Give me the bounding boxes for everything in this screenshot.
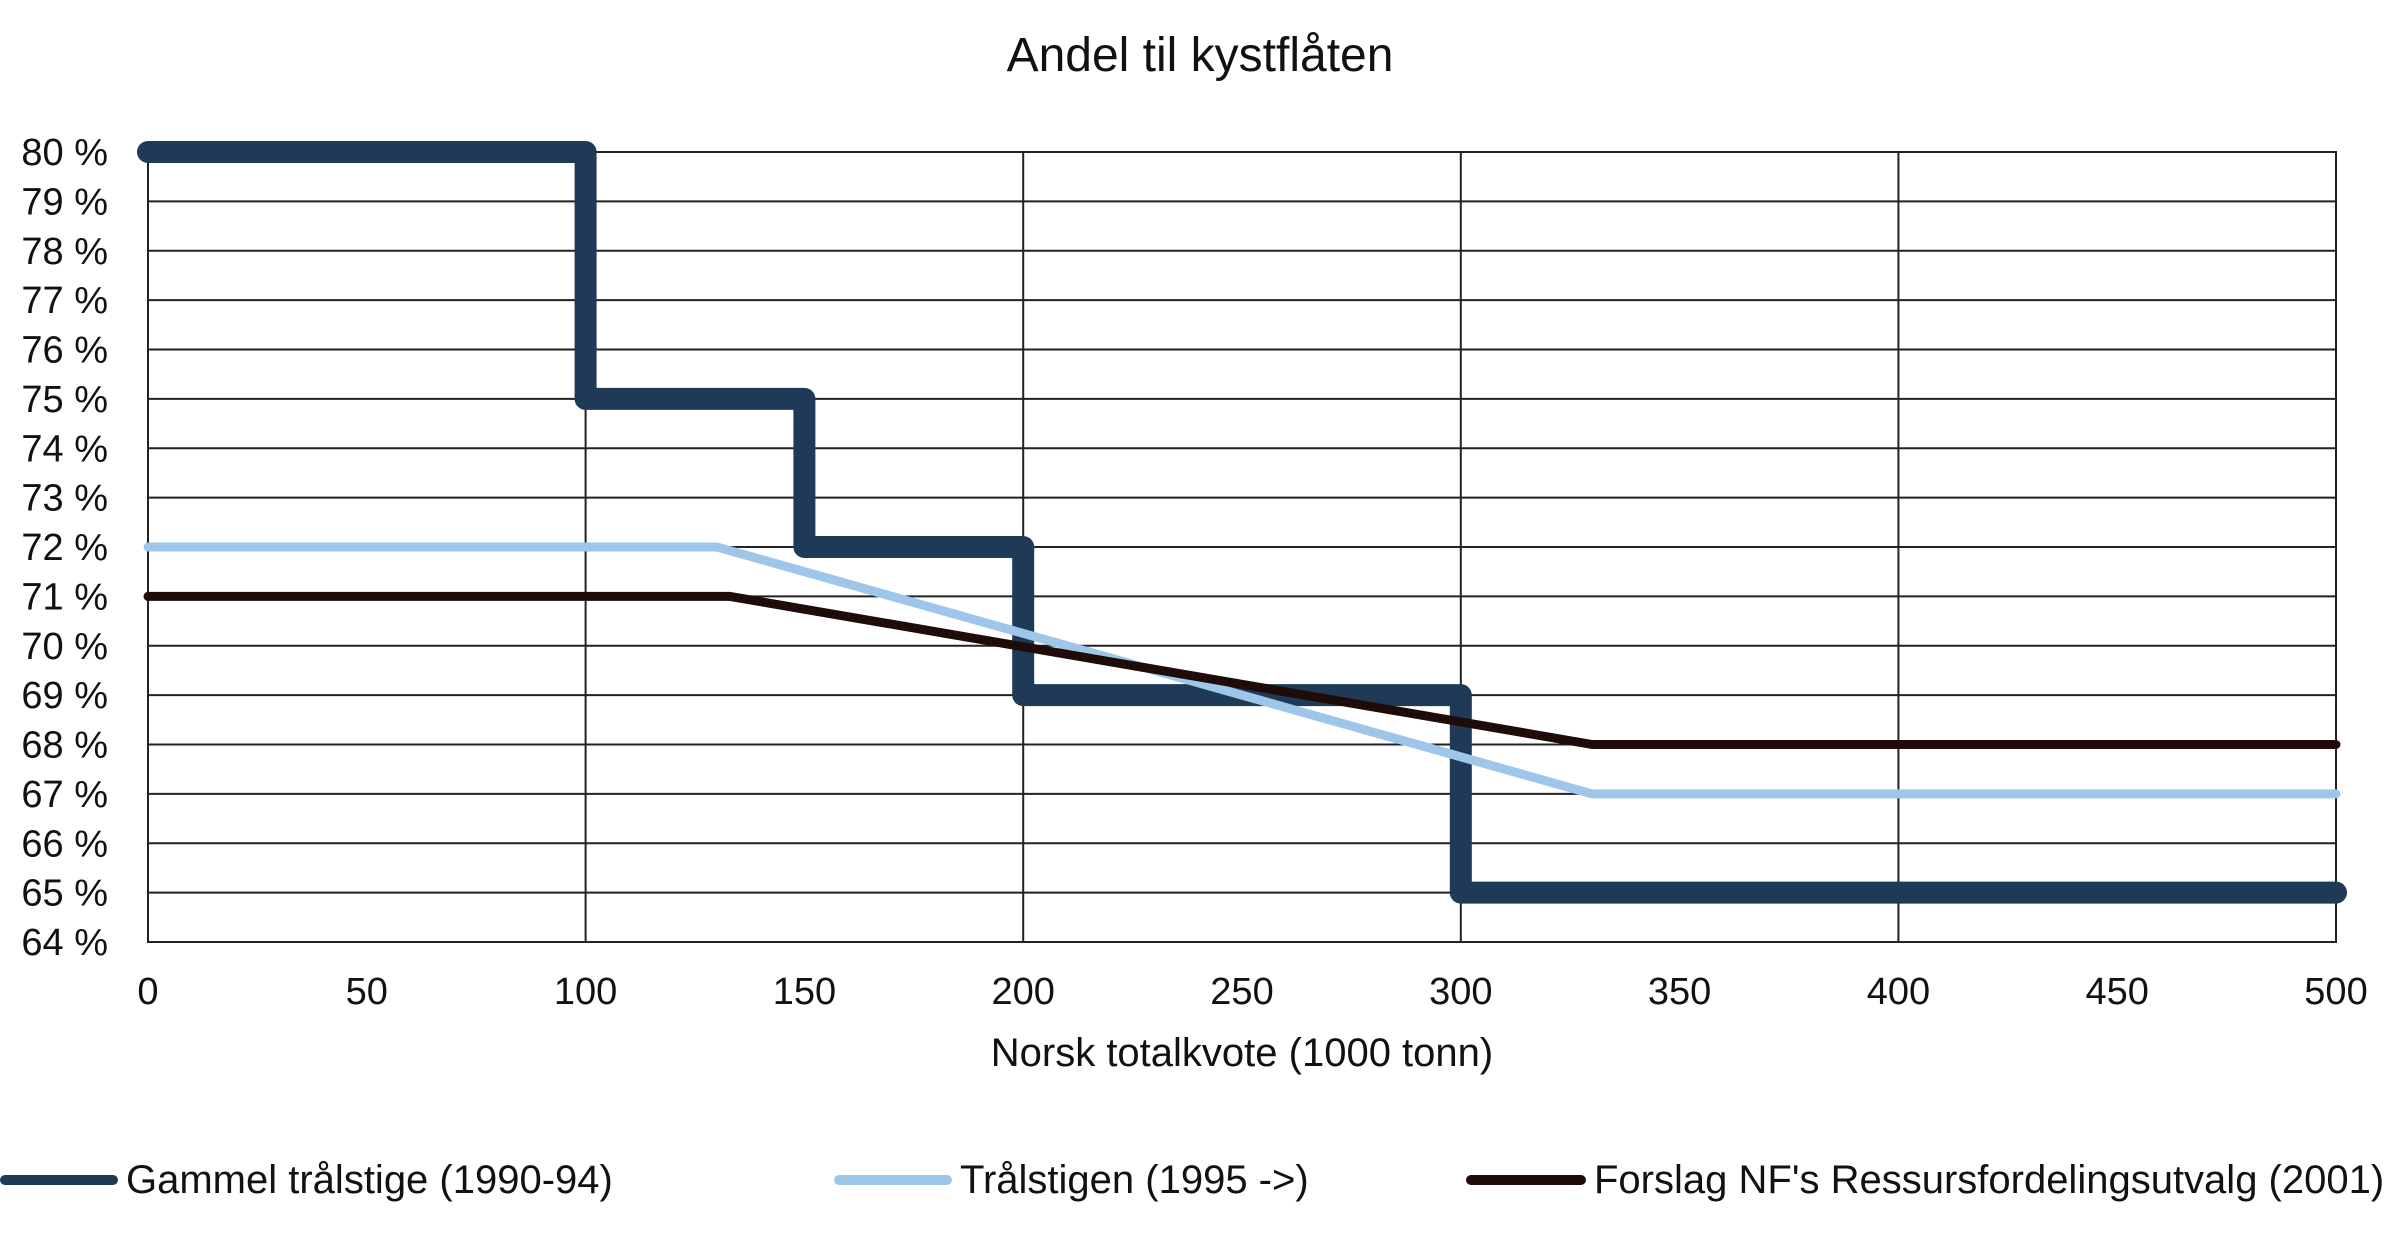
x-tick-label: 500: [2304, 971, 2367, 1013]
y-tick-label: 78 %: [21, 231, 108, 273]
y-tick-label: 74 %: [21, 428, 108, 470]
y-tick-label: 65 %: [21, 873, 108, 915]
series-line-2: [143, 542, 2341, 799]
x-tick-label: 400: [1867, 971, 1930, 1013]
y-tick-label: 66 %: [21, 823, 108, 865]
x-tick-label: 200: [991, 971, 1054, 1013]
y-tick-label: 77 %: [21, 280, 108, 322]
legend-item: Gammel trålstige (1990-94): [0, 1140, 613, 1220]
y-tick-label: 71 %: [21, 576, 108, 618]
legend-label: Trålstigen (1995 ->): [960, 1157, 1309, 1202]
legend: Gammel trålstige (1990-94) Trålstigen (19…: [0, 1140, 2400, 1220]
legend-item: Trålstigen (1995 ->): [834, 1140, 1309, 1220]
y-tick-label: 67 %: [21, 774, 108, 816]
series-line-3: [143, 591, 2341, 749]
y-tick-label: 68 %: [21, 725, 108, 767]
x-tick-label: 0: [137, 971, 158, 1013]
x-tick-label: 150: [773, 971, 836, 1013]
legend-swatch: [1466, 1175, 1586, 1185]
y-tick-label: 75 %: [21, 379, 108, 421]
legend-swatch: [0, 1175, 118, 1185]
series-line-1: [137, 141, 2347, 904]
x-axis-label: Norsk totalkvote (1000 tonn): [991, 1031, 1493, 1075]
x-tick-label: 100: [554, 971, 617, 1013]
x-tick-label: 250: [1210, 971, 1273, 1013]
x-tick-label: 50: [346, 971, 388, 1013]
y-tick-label: 76 %: [21, 330, 108, 372]
x-tick-label: 450: [2085, 971, 2148, 1013]
y-tick-label: 69 %: [21, 675, 108, 717]
y-tick-label: 64 %: [21, 922, 108, 964]
y-tick-label: 73 %: [21, 478, 108, 520]
y-tick-label: 80 %: [21, 132, 108, 174]
chart-title: Andel til kystflåten: [1006, 29, 1394, 82]
legend-swatch: [834, 1175, 952, 1185]
legend-item: Forslag NF's Ressursfordelingsutvalg (20…: [1466, 1140, 2384, 1220]
y-tick-label: 72 %: [21, 527, 108, 569]
y-tick-label: 79 %: [21, 181, 108, 223]
legend-label: Gammel trålstige (1990-94): [126, 1157, 613, 1202]
x-tick-label: 300: [1429, 971, 1492, 1013]
y-tick-label: 70 %: [21, 626, 108, 668]
x-tick-label: 350: [1648, 971, 1711, 1013]
legend-label: Forslag NF's Ressursfordelingsutvalg (20…: [1594, 1157, 2385, 1202]
